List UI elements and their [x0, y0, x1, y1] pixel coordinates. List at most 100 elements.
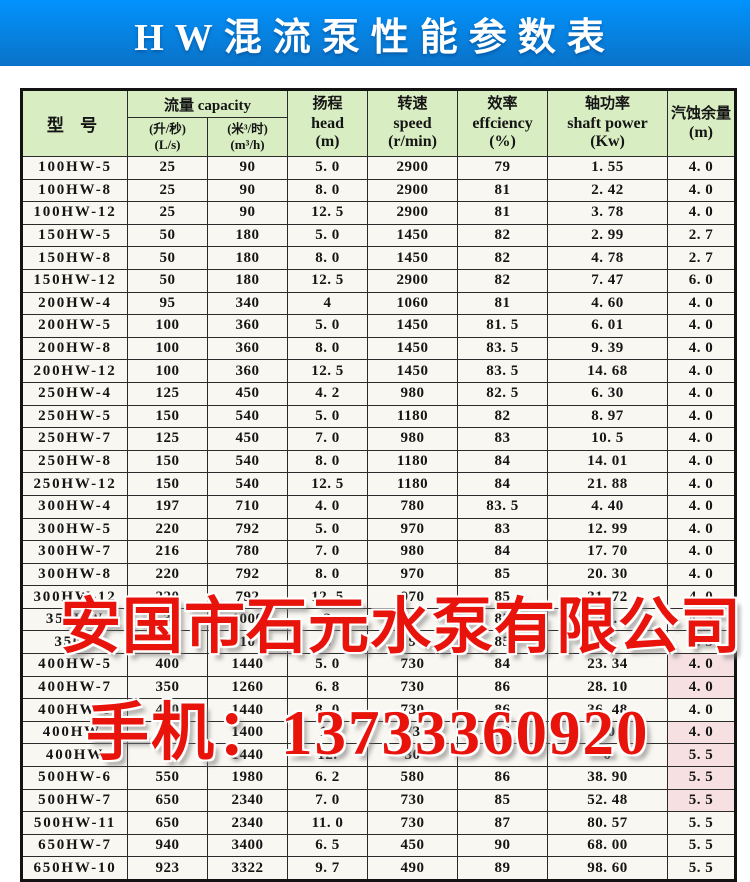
table-row: 350H 3 10 8 9 85 25. 4. 5: [21, 630, 737, 655]
cell-flow-ls: 150: [127, 472, 208, 496]
col-header-head: 扬程 head (m): [287, 89, 369, 157]
cell-flow-m3h: 1440: [206, 743, 289, 768]
cell-head: 5. 0: [287, 156, 369, 180]
cell-flow-m3h: 1440: [206, 653, 289, 677]
cell-speed: 980: [367, 381, 459, 406]
cell-flow-m3h: 3400: [206, 833, 289, 858]
cell-flow-m3h: 360: [206, 359, 289, 383]
cell-npsh: 4. 0: [667, 359, 737, 383]
cell-npsh: 4. 0: [667, 517, 737, 542]
cell-flow-ls: 650: [127, 788, 208, 813]
cell-speed: 970: [367, 517, 459, 542]
cell-speed: 1450: [367, 359, 459, 383]
cell-shaft-power: 52. 48: [547, 788, 669, 813]
cell-flow-m3h: 1400: [206, 720, 289, 745]
cell-npsh: 4. 0: [667, 698, 737, 722]
cell-shaft-power: 17. 70: [547, 540, 669, 564]
cell-speed: 980: [367, 540, 459, 564]
cell-model: 500HW-11: [21, 811, 128, 835]
cell-model: 300HW-7: [21, 540, 128, 564]
cell-npsh: 5. 5: [667, 811, 737, 835]
table-row: 400HW-8 400 1440 8. 0 730 86 36. 48 4. 0: [21, 698, 737, 722]
cell-efficiency: 81: [457, 201, 549, 225]
table-row: 300HW-8 220 792 8. 0 970 85 20. 30 4. 0: [21, 562, 737, 587]
cell-speed: 1450: [367, 246, 459, 270]
table-row: 100HW-12 25 90 12. 5 2900 81 3. 78 4. 0: [21, 201, 737, 225]
cell-flow-ls: 100: [127, 314, 208, 338]
cell-efficiency: 82. 5: [457, 381, 549, 406]
cell-speed: 2900: [367, 156, 459, 180]
cell-efficiency: 86: [457, 675, 549, 700]
cell-efficiency: 90: [457, 833, 549, 858]
cell-shaft-power: 4. 60: [547, 291, 669, 316]
cell-efficiency: 86: [457, 720, 549, 745]
cell-shaft-power: 2. 42: [547, 178, 669, 203]
cell-head: 9. 7: [287, 856, 369, 881]
cell-speed: 1450: [367, 314, 459, 338]
cell-speed: 730: [367, 698, 459, 722]
cell-flow-ls: 216: [127, 540, 208, 564]
cell-npsh: 5. 5: [667, 788, 737, 813]
cell-model: 100HW-12: [21, 201, 128, 225]
cell-speed: 450: [367, 833, 459, 858]
cell-shaft-power: 2. 99: [547, 223, 669, 248]
cell-efficiency: 85: [457, 630, 549, 655]
cell-flow-m3h: 90: [206, 201, 289, 225]
cell-head: 11. 0: [287, 811, 369, 835]
cell-npsh: 2. 7: [667, 223, 737, 248]
cell-flow-ls: 923: [127, 856, 208, 881]
table-row: 200HW-5 100 360 5. 0 1450 81. 5 6. 01 4. 0: [21, 314, 737, 338]
cell-flow-ls: 940: [127, 833, 208, 858]
cell-npsh: 4. 0: [667, 653, 737, 677]
cell-efficiency: 83. 5: [457, 494, 549, 519]
table-row: 650HW-10 923 3322 9. 7 490 89 98. 60 5. 5: [21, 856, 737, 881]
cell-flow-m3h: 180: [206, 268, 289, 293]
cell-efficiency: 82: [457, 223, 549, 248]
cell-model: 250HW-8: [21, 449, 128, 474]
cell-flow-m3h: 3322: [206, 856, 289, 881]
cell-flow-ls: 50: [127, 223, 208, 248]
cell-npsh: 4. 0: [667, 178, 737, 203]
cell-flow-m3h: 540: [206, 404, 289, 429]
table-row: 100HW-5 25 90 5. 0 2900 79 1. 55 4. 0: [21, 156, 737, 180]
cell-flow-m3h: 1260: [206, 675, 289, 700]
col-header-efficiency: 效率 effciency (%): [457, 89, 549, 157]
cell-flow-m3h: 792: [206, 585, 289, 609]
cell-flow-m3h: 360: [206, 314, 289, 338]
cell-speed: 490: [367, 856, 459, 881]
table-row: 150HW-5 50 180 5. 0 1450 82 2. 99 2. 7: [21, 223, 737, 248]
cell-flow-ls: 220: [127, 517, 208, 542]
cell-flow-m3h: 90: [206, 178, 289, 203]
cell-head: 12.: [287, 743, 369, 768]
cell-npsh: 4. 0: [667, 427, 737, 451]
cell-model: 400HW-7: [21, 675, 128, 700]
cell-speed: 2900: [367, 268, 459, 293]
cell-efficiency: 82: [457, 404, 549, 429]
cell-efficiency: 84: [457, 449, 549, 474]
cell-model: 400HW-8: [21, 698, 128, 722]
cell-flow-m3h: 1980: [206, 766, 289, 790]
cell-flow-ls: 50: [127, 268, 208, 293]
cell-model: 150HW-8: [21, 246, 128, 270]
cell-efficiency: 83: [457, 427, 549, 451]
cell-shaft-power: 20. 30: [547, 562, 669, 587]
cell-speed: 730: [367, 788, 459, 813]
cell-flow-m3h: 792: [206, 562, 289, 587]
cell-head: 12. 5: [287, 201, 369, 225]
cell-model: 300HW-5: [21, 517, 128, 542]
cell-speed: 580: [367, 766, 459, 790]
cell-shaft-power: 23. 34: [547, 653, 669, 677]
col-header-model: 型 号: [21, 89, 128, 157]
cell-efficiency: 82: [457, 268, 549, 293]
table-row: 200HW-8 100 360 8. 0 1450 83. 5 9. 39 4. 0: [21, 336, 737, 361]
cell-model: 100HW-8: [21, 178, 128, 203]
cell-head: 10: [287, 720, 369, 745]
cell-speed: 980: [367, 427, 459, 451]
cell-flow-ls: 150: [127, 449, 208, 474]
cell-shaft-power: 6. 01: [547, 314, 669, 338]
cell-head: 12. 5: [287, 585, 369, 609]
cell-flow-m3h: 180: [206, 223, 289, 248]
cell-head: 4: [287, 291, 369, 316]
table-row: 200HW-4 95 340 4 1060 81 4. 60 4. 0: [21, 291, 737, 316]
table-row: 100HW-8 25 90 8. 0 2900 81 2. 42 4. 0: [21, 178, 737, 203]
